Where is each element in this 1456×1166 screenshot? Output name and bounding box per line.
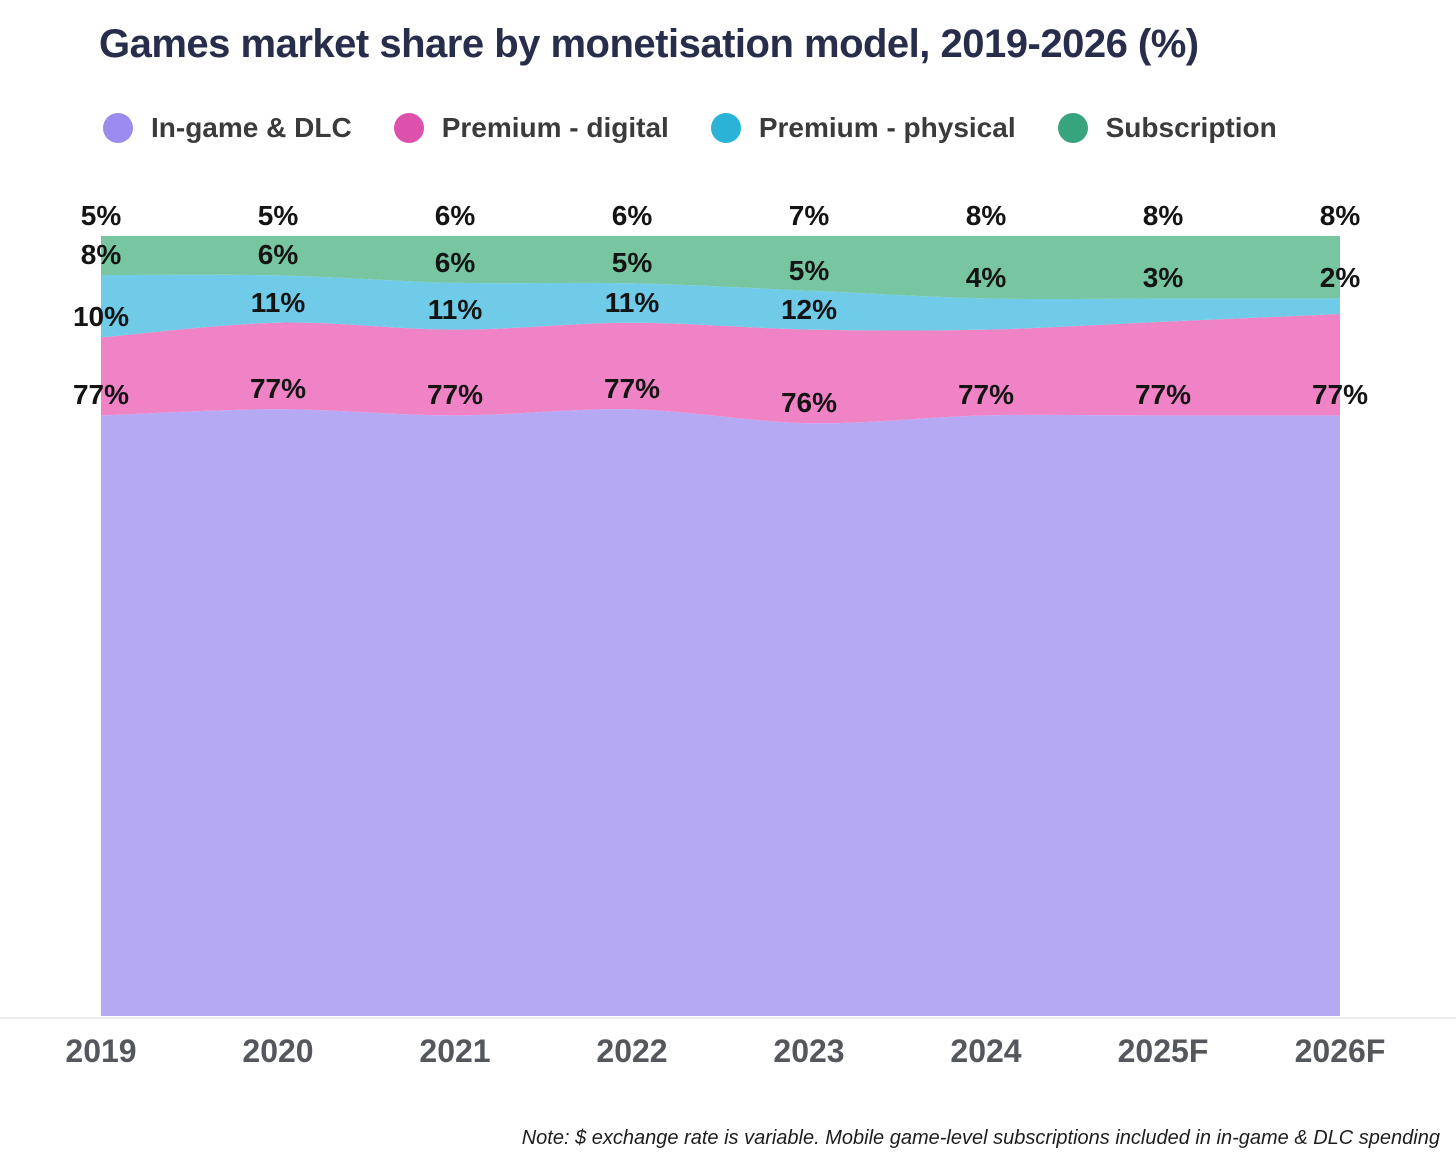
x-axis-label: 2021 [419,1033,491,1069]
data-label: 11% [250,286,306,318]
legend-dot-in-game-dlc [103,113,133,143]
data-label: 76% [780,387,838,419]
data-label: 10% [72,301,130,333]
area-premium-digital [101,314,1340,424]
chart-title: Games market share by monetisation model… [99,22,1199,66]
data-label: 6% [257,239,299,271]
legend-label-premium-digital: Premium - digital [441,112,669,143]
data-label: 8% [80,239,122,270]
data-label: 77% [603,373,661,405]
legend-dot-premium-digital [393,113,424,143]
x-axis-label: 2019 [65,1033,137,1069]
x-axis-label: 2025F [1117,1033,1209,1069]
x-axis-line [0,1017,1456,1019]
x-axis-label: 2020 [242,1033,314,1069]
data-label: 8% [1142,200,1184,231]
legend-item-in-game-dlc: In-game & DLC [103,112,352,144]
data-label: 8% [965,200,1007,231]
data-label: 77% [249,373,307,405]
legend-label-subscription: Subscription [1105,112,1277,143]
data-label: 77% [957,379,1015,411]
data-label: 5% [788,254,830,286]
legend-item-premium-physical: Premium - physical [710,112,1016,144]
legend-dot-subscription [1057,113,1088,143]
legend-label-in-game-dlc: In-game & DLC [151,112,352,143]
data-label: 11% [604,286,660,318]
legend-item-subscription: Subscription [1057,112,1277,144]
data-label: 8% [1319,200,1361,231]
legend: In-game & DLC Premium - digital Premium … [103,112,1277,144]
area-in-game-dlc [101,409,1340,1016]
area-premium-physical [101,274,1340,338]
data-label: 77% [1311,379,1369,411]
data-label: 77% [426,379,484,411]
data-label: 7% [788,200,830,231]
data-label: 6% [611,200,653,231]
legend-dot-premium-physical [710,113,741,143]
data-label: 11% [427,293,483,325]
data-label: 2% [1319,262,1361,294]
data-label: 4% [965,262,1007,294]
data-label: 6% [434,200,476,231]
data-label: 5% [80,200,122,231]
data-label: 77% [1134,379,1192,411]
data-label: 12% [780,293,838,325]
x-axis-label: 2022 [596,1033,668,1069]
x-axis-label: 2023 [773,1033,845,1069]
data-label: 6% [434,246,476,278]
legend-item-premium-digital: Premium - digital [393,112,669,144]
data-label: 5% [257,200,299,231]
legend-label-premium-physical: Premium - physical [758,112,1016,143]
area-subscription [101,236,1340,299]
data-label: 3% [1142,262,1184,294]
data-label: 5% [611,247,653,279]
data-label: 77% [72,379,130,411]
x-axis-label: 2026F [1294,1033,1386,1069]
footnote-text: Note: $ exchange rate is variable. Mobil… [521,1127,1440,1149]
x-axis-label: 2024 [950,1033,1022,1069]
